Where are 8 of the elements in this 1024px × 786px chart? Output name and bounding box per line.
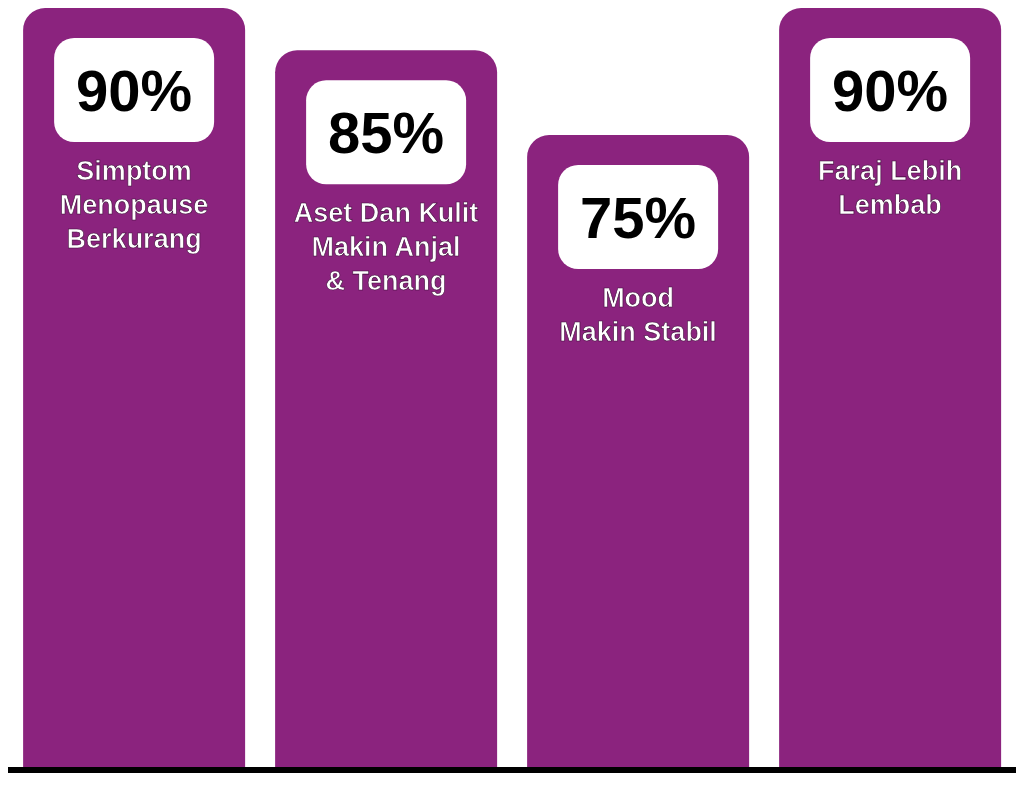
data-label: 85% xyxy=(328,99,445,165)
x-tick-label: Mood Makin Stabil xyxy=(559,283,717,347)
x-tick-label: Aset Dan Kulit Makin Anjal & Tenang xyxy=(293,198,479,297)
data-label: 90% xyxy=(76,57,193,123)
data-label: 75% xyxy=(580,184,697,250)
x-tick-label: Faraj Lebih Lembab xyxy=(818,156,963,220)
x-tick-label: Simptom Menopause Berkurang xyxy=(59,156,209,254)
data-label: 90% xyxy=(832,57,949,123)
